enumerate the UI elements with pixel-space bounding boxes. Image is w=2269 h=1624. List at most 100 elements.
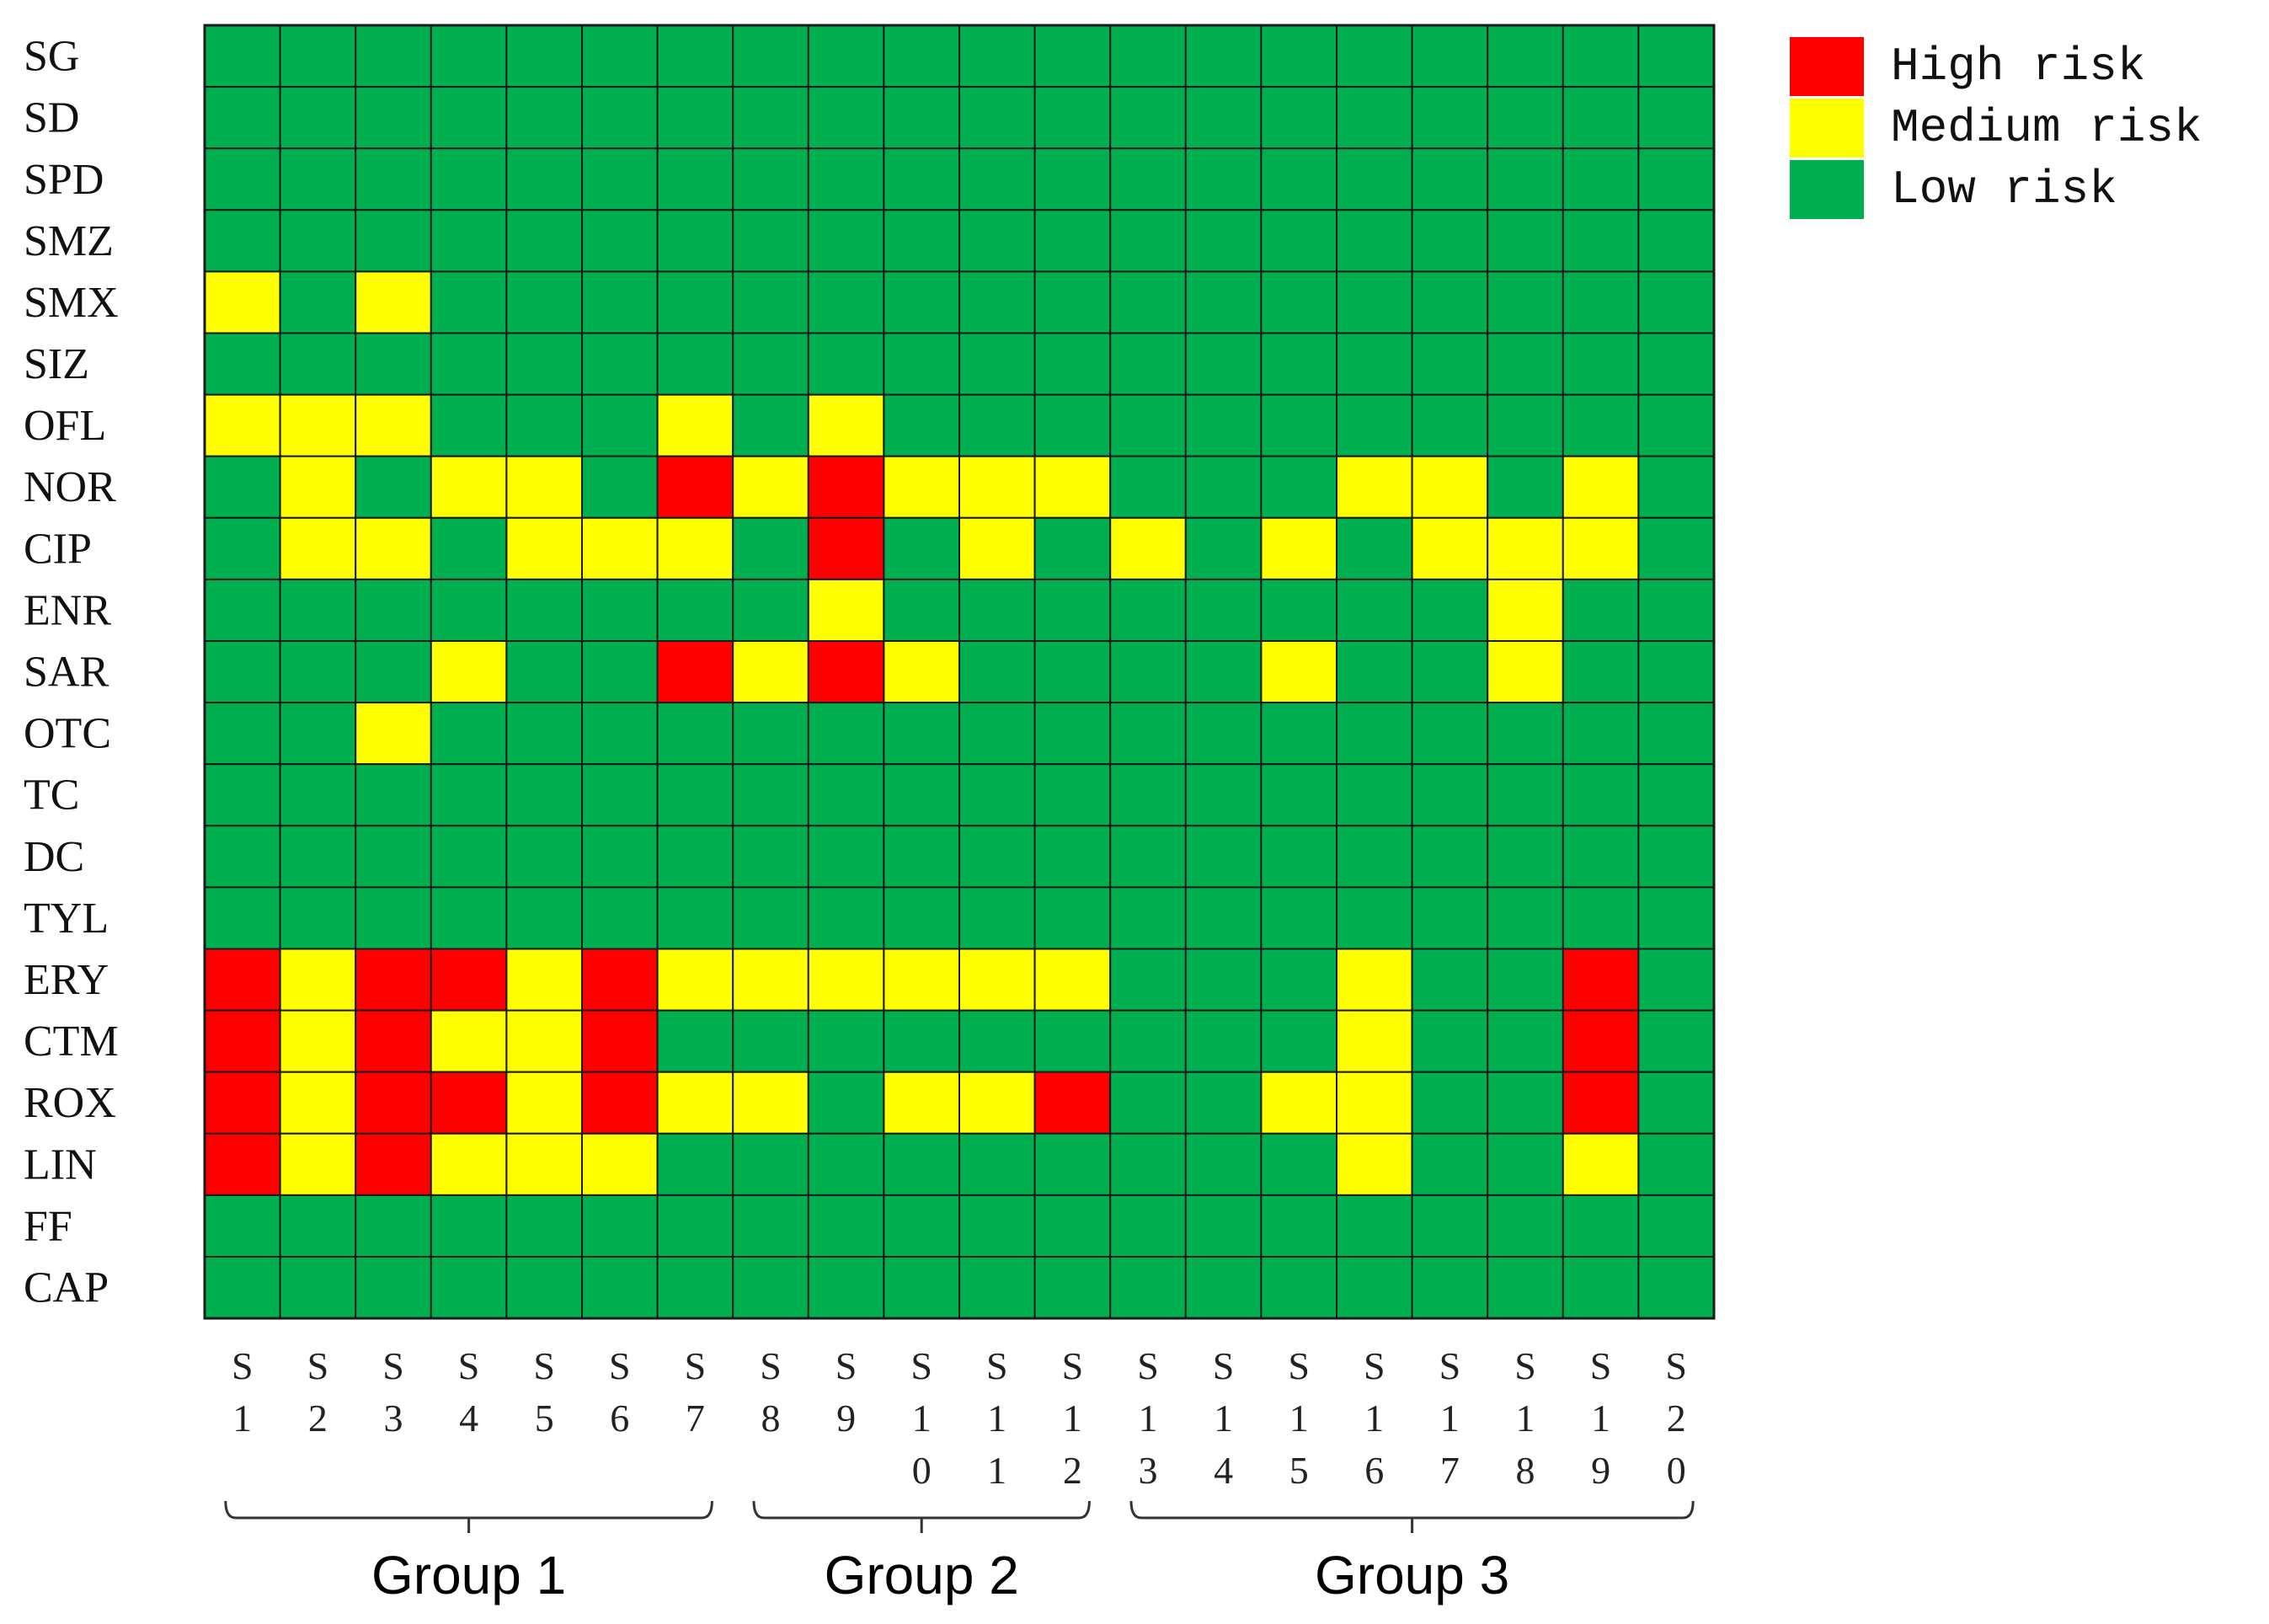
cell-OTC-S7 (656, 702, 734, 766)
cell-ENR-S11 (958, 578, 1036, 643)
cell-LIN-S12 (1033, 1132, 1112, 1196)
column-labels: S 1 S 2 S 3 S 4 S 5 S 6 S 7 S 8 S 9 S 1 0 S 1 1 S 1 2 S 1 3 S 1 4 S 1 5 S 1 6 S… (232, 1344, 1687, 1492)
cell-SIZ-S13 (1109, 332, 1187, 396)
cell-ENR-S5 (505, 578, 584, 643)
cell-ENR-S20 (1637, 578, 1716, 643)
cell-SMX-S15 (1260, 270, 1338, 334)
cell-ERY-S1 (204, 948, 281, 1012)
cell-ROX-S1 (204, 1071, 281, 1135)
cell-TYL-S3 (355, 886, 432, 950)
cell-TC-S1 (204, 763, 281, 827)
cell-SG-S2 (279, 24, 357, 88)
cell-FF-S7 (656, 1194, 734, 1258)
cell-CAP-S12 (1033, 1256, 1112, 1320)
cell-TC-S19 (1562, 763, 1640, 827)
cell-OTC-S14 (1184, 702, 1263, 766)
cell-OTC-S2 (279, 702, 357, 766)
cell-TC-S4 (430, 763, 508, 827)
cell-ENR-S18 (1487, 578, 1564, 643)
cell-OTC-S1 (204, 702, 281, 766)
cell-OFL-S14 (1184, 393, 1263, 457)
cell-ENR-S3 (355, 578, 432, 643)
cell-ROX-S17 (1411, 1071, 1489, 1135)
cell-OFL-S13 (1109, 393, 1187, 457)
cell-SG-S3 (355, 24, 432, 88)
cell-FF-S4 (430, 1194, 508, 1258)
cell-ROX-S6 (581, 1071, 659, 1135)
cell-CIP-S16 (1336, 516, 1413, 580)
cell-CIP-S3 (355, 516, 432, 580)
row-label: NOR (24, 463, 116, 511)
cell-CTM-S14 (1184, 1009, 1263, 1073)
cell-SMX-S3 (355, 270, 432, 334)
cell-ROX-S16 (1336, 1071, 1413, 1135)
cell-SMZ-S6 (581, 209, 659, 273)
cell-LIN-S14 (1184, 1132, 1263, 1196)
cell-ENR-S17 (1411, 578, 1489, 643)
cell-ERY-S9 (807, 948, 885, 1012)
cell-SG-S11 (958, 24, 1036, 88)
cell-DC-S2 (279, 825, 357, 889)
cell-SG-S6 (581, 24, 659, 88)
cell-SAR-S5 (505, 640, 584, 704)
cell-CIP-S8 (732, 516, 809, 580)
cell-NOR-S7 (656, 455, 734, 519)
row-label: CAP (24, 1264, 109, 1312)
cell-CAP-S15 (1260, 1256, 1338, 1320)
cell-OFL-S17 (1411, 393, 1489, 457)
cell-ENR-S19 (1562, 578, 1640, 643)
cell-ROX-S18 (1487, 1071, 1564, 1135)
cell-OFL-S18 (1487, 393, 1564, 457)
cell-DC-S19 (1562, 825, 1640, 889)
cell-OTC-S16 (1336, 702, 1413, 766)
cell-OTC-S11 (958, 702, 1036, 766)
group-label: Group 3 (1315, 1545, 1509, 1605)
row-label: ENR (24, 586, 111, 634)
cell-SIZ-S2 (279, 332, 357, 396)
cell-OFL-S6 (581, 393, 659, 457)
cell-SAR-S7 (656, 640, 734, 704)
group-bracket (224, 1500, 713, 1533)
cell-SPD-S6 (581, 147, 659, 211)
cell-CIP-S7 (656, 516, 734, 580)
legend: High risk Medium risk Low risk (1790, 37, 2202, 219)
cell-SMZ-S3 (355, 209, 432, 273)
cell-ENR-S6 (581, 578, 659, 643)
cell-CIP-S9 (807, 516, 885, 580)
cell-CTM-S8 (732, 1009, 809, 1073)
cell-SG-S14 (1184, 24, 1263, 88)
cell-CTM-S18 (1487, 1009, 1564, 1073)
cell-OTC-S4 (430, 702, 508, 766)
cell-SAR-S19 (1562, 640, 1640, 704)
cell-ROX-S3 (355, 1071, 432, 1135)
cell-CAP-S18 (1487, 1256, 1564, 1320)
cell-ERY-S16 (1336, 948, 1413, 1012)
cell-CTM-S12 (1033, 1009, 1112, 1073)
cell-CAP-S14 (1184, 1256, 1263, 1320)
cell-NOR-S19 (1562, 455, 1640, 519)
cell-NOR-S14 (1184, 455, 1263, 519)
cell-SMX-S5 (505, 270, 584, 334)
cell-TC-S9 (807, 763, 885, 827)
cell-TYL-S1 (204, 886, 281, 950)
group-label: Group 2 (825, 1545, 1019, 1605)
cell-TC-S10 (883, 763, 961, 827)
cell-SMX-S18 (1487, 270, 1564, 334)
cell-OFL-S16 (1336, 393, 1413, 457)
cell-SPD-S10 (883, 147, 961, 211)
cell-ROX-S15 (1260, 1071, 1338, 1135)
cell-ENR-S13 (1109, 578, 1187, 643)
cell-SG-S10 (883, 24, 961, 88)
row-label: DC (24, 833, 84, 881)
cell-SMZ-S7 (656, 209, 734, 273)
cell-TYL-S4 (430, 886, 508, 950)
cell-CIP-S15 (1260, 516, 1338, 580)
cell-SAR-S20 (1637, 640, 1716, 704)
cell-SMX-S12 (1033, 270, 1112, 334)
legend-swatch (1790, 99, 1864, 158)
cell-ROX-S10 (883, 1071, 961, 1135)
cell-NOR-S6 (581, 455, 659, 519)
